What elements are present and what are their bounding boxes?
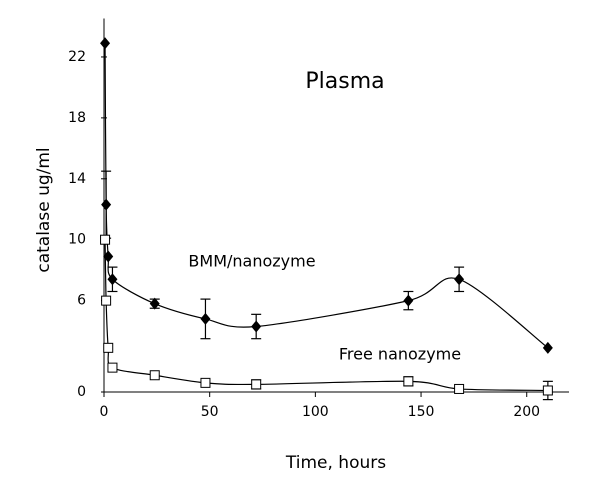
diamond-marker bbox=[251, 320, 262, 333]
diamond-marker bbox=[107, 273, 118, 286]
diamond-marker bbox=[200, 312, 211, 325]
x-axis-title: Time, hours bbox=[285, 453, 386, 473]
diamond-marker bbox=[454, 273, 465, 286]
y-tick-label: 10 bbox=[68, 232, 86, 248]
diamond-marker bbox=[149, 297, 160, 310]
square-marker bbox=[100, 234, 111, 245]
y-tick-label: 22 bbox=[68, 49, 86, 65]
y-tick-label: 14 bbox=[68, 171, 86, 187]
x-tick-label: 200 bbox=[513, 404, 540, 420]
annotation: BMM/nanozyme bbox=[188, 252, 315, 271]
square-marker bbox=[454, 383, 465, 394]
x-tick-label: 150 bbox=[408, 404, 435, 420]
diamond-marker bbox=[100, 37, 111, 50]
square-marker bbox=[251, 379, 262, 390]
diamond-marker bbox=[542, 341, 553, 354]
x-tick-label: 0 bbox=[100, 404, 109, 420]
series-line bbox=[104, 239, 548, 392]
square-marker bbox=[101, 295, 112, 306]
square-marker bbox=[103, 342, 114, 353]
x-tick-label: 100 bbox=[302, 404, 329, 420]
square-marker bbox=[403, 376, 414, 387]
y-tick-label: 18 bbox=[68, 110, 86, 126]
y-axis-title: catalase ug/ml bbox=[34, 147, 54, 272]
x-tick-label: 50 bbox=[201, 404, 219, 420]
diamond-marker bbox=[101, 198, 112, 211]
square-marker bbox=[542, 385, 553, 396]
y-tick-label: 0 bbox=[77, 384, 86, 400]
diamond-marker bbox=[403, 294, 414, 307]
y-tick-label: 6 bbox=[77, 293, 86, 309]
square-marker bbox=[200, 377, 211, 388]
annotation: Free nanozyme bbox=[339, 345, 461, 364]
annotation: Plasma bbox=[305, 69, 384, 94]
square-marker bbox=[149, 370, 160, 381]
square-marker bbox=[107, 362, 118, 373]
